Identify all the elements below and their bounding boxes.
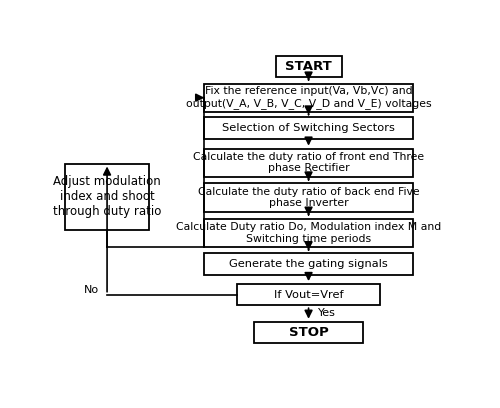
Text: Calculate the duty ratio of back end Five
phase Inverter: Calculate the duty ratio of back end Fiv… bbox=[198, 187, 420, 208]
FancyBboxPatch shape bbox=[254, 322, 363, 343]
FancyBboxPatch shape bbox=[237, 284, 380, 305]
Text: Yes: Yes bbox=[318, 308, 336, 319]
Text: Calculate Duty ratio Do, Modulation index M and
Switching time periods: Calculate Duty ratio Do, Modulation inde… bbox=[176, 222, 441, 244]
FancyBboxPatch shape bbox=[204, 253, 413, 275]
Text: No: No bbox=[84, 285, 100, 295]
FancyBboxPatch shape bbox=[204, 149, 413, 177]
FancyBboxPatch shape bbox=[204, 118, 413, 139]
Text: STOP: STOP bbox=[288, 326, 329, 339]
FancyBboxPatch shape bbox=[204, 219, 413, 247]
FancyBboxPatch shape bbox=[66, 164, 148, 230]
Text: START: START bbox=[285, 60, 332, 73]
Text: Adjust modulation
index and shoot
through duty ratio: Adjust modulation index and shoot throug… bbox=[53, 175, 161, 218]
Text: If Vout=Vref: If Vout=Vref bbox=[274, 290, 344, 299]
Text: Generate the gating signals: Generate the gating signals bbox=[229, 259, 388, 269]
Text: Calculate the duty ratio of front end Three
phase Rectifier: Calculate the duty ratio of front end Th… bbox=[193, 152, 424, 173]
FancyBboxPatch shape bbox=[204, 184, 413, 212]
Text: Selection of Switching Sectors: Selection of Switching Sectors bbox=[222, 123, 395, 133]
FancyBboxPatch shape bbox=[276, 55, 342, 77]
FancyBboxPatch shape bbox=[204, 84, 413, 112]
Text: Fix the reference input(Va, Vb,Vc) and
output(V_A, V_B, V_C, V_D and V_E) voltag: Fix the reference input(Va, Vb,Vc) and o… bbox=[186, 86, 432, 109]
